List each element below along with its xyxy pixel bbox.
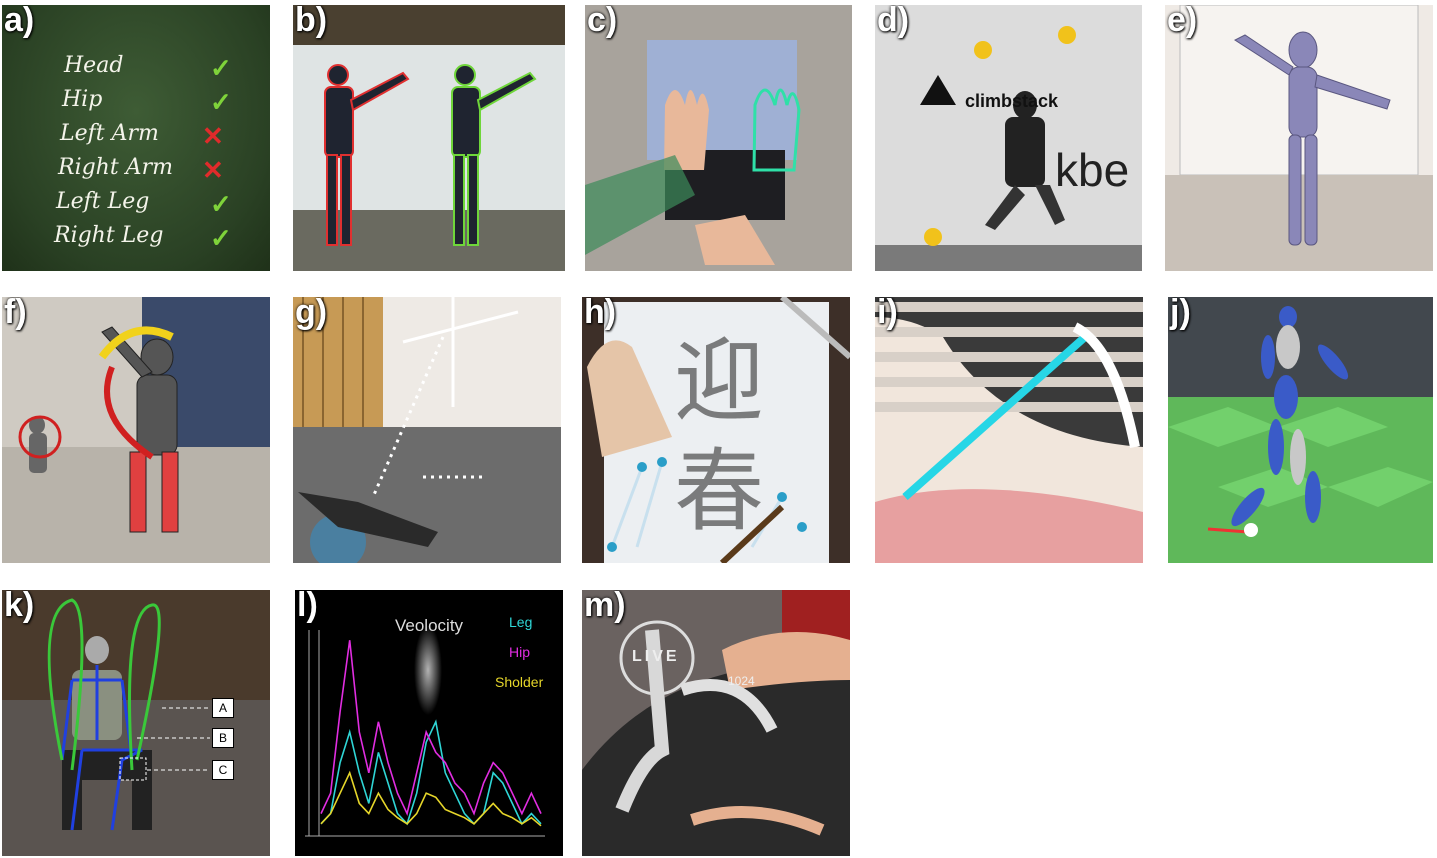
checklist-row: Left Leg ✓ xyxy=(50,189,260,223)
marker-tag-a: A xyxy=(212,698,234,718)
velocity-chart xyxy=(305,625,545,837)
panel-label-b: b) xyxy=(295,5,328,39)
chart-glow xyxy=(414,625,442,715)
hands-scene xyxy=(585,5,852,271)
skeleton-scene xyxy=(1168,297,1433,563)
climbing-scene xyxy=(875,5,1142,271)
checklist-row: Hip ✓ xyxy=(50,87,260,121)
marker-tag-c: C xyxy=(212,760,234,780)
marker-tag-b: B xyxy=(212,728,234,748)
body-part-label: Hip xyxy=(62,87,103,112)
checklist-row: Right Leg ✓ xyxy=(50,223,260,257)
panel-e-mannequin-pose: e) xyxy=(1165,5,1433,271)
wall-brand-text: kbe xyxy=(1055,144,1130,196)
panel-label-j: j) xyxy=(1170,297,1191,331)
squat-scene xyxy=(2,590,270,856)
panel-g-exercise-projection: g) xyxy=(293,297,561,563)
check-icon: ✓ xyxy=(210,189,232,219)
panel-label-a: a) xyxy=(4,5,35,39)
panel-label-l: l) xyxy=(297,590,318,624)
mannequin-scene xyxy=(1165,5,1433,271)
panel-label-m: m) xyxy=(584,590,626,624)
panel-l-velocity-chart: Veolocity Leg Hip Sholder l) xyxy=(295,590,563,856)
panel-label-c: c) xyxy=(587,5,618,39)
knee-scene xyxy=(582,590,850,856)
panel-c-hand-tracking: c) xyxy=(585,5,852,271)
tracking-scene xyxy=(293,5,565,271)
legend-shoulder: Sholder xyxy=(495,674,544,690)
person-outline-green xyxy=(451,64,537,246)
chart-title: Veolocity xyxy=(395,616,464,635)
panel-i-bone-visualization: i) xyxy=(875,297,1143,563)
angle-counter: 1024 xyxy=(728,674,755,688)
checklist-row: Right Arm ✕ xyxy=(50,155,260,189)
body-part-label: Head xyxy=(64,53,124,78)
panel-h-calligraphy: 迎 春 h) xyxy=(582,297,850,563)
checklist-row: Head ✓ xyxy=(50,53,260,87)
person-outline-red xyxy=(324,64,410,246)
exercise-scene xyxy=(293,297,561,563)
panel-k-squat-analysis: A B C k) xyxy=(2,590,270,856)
panel-label-d: d) xyxy=(877,5,910,39)
series-line-sholder xyxy=(320,770,542,827)
series-line-leg xyxy=(320,719,542,826)
panel-label-e: e) xyxy=(1167,5,1198,39)
check-icon: ✓ xyxy=(210,87,232,117)
legend-hip: Hip xyxy=(509,644,531,660)
live-indicator: LIVE xyxy=(632,648,680,665)
check-icon: ✓ xyxy=(210,223,232,253)
panel-label-k: k) xyxy=(4,590,35,624)
checklist: Head ✓ Hip ✓ Left Arm ✕ Right Arm ✕ Left Leg ✓ Rig… xyxy=(50,53,260,257)
panel-m-knee-ar-overlay: LIVE 1024 m) xyxy=(582,590,850,856)
panel-j-skeleton-model: j) xyxy=(1168,297,1433,563)
body-part-label: Right Leg xyxy=(54,223,164,248)
check-icon: ✓ xyxy=(210,53,232,83)
panel-label-f: f) xyxy=(4,297,27,331)
body-part-label: Left Leg xyxy=(56,189,150,214)
calligraphy-characters: 迎 春 xyxy=(674,329,764,544)
series-line-hip xyxy=(320,640,542,817)
body-part-label: Left Arm xyxy=(60,121,159,146)
panel-b-body-outline-tracking: b) xyxy=(293,5,565,271)
body-part-label: Right Arm xyxy=(58,155,173,180)
chalkboard-background xyxy=(2,5,270,271)
panel-f-avatar-guidance: f) xyxy=(2,297,270,563)
avatar-scene xyxy=(2,297,270,563)
calligraphy-scene xyxy=(582,297,850,563)
panel-label-h: h) xyxy=(584,297,617,331)
panel-label-g: g) xyxy=(295,297,328,331)
cross-icon: ✕ xyxy=(202,155,224,185)
legend-leg: Leg xyxy=(509,614,533,630)
panel-d-climbing-wall: climbstack kbe d) xyxy=(875,5,1142,271)
panel-a-body-part-checklist: a) Head ✓ Hip ✓ Left Arm ✕ Right Arm ✕ Left Leg ✓… xyxy=(2,5,270,271)
checklist-row: Left Arm ✕ xyxy=(50,121,260,155)
cross-icon: ✕ xyxy=(202,121,224,151)
wall-logo-text: climbstack xyxy=(965,91,1059,111)
panel-label-i: i) xyxy=(877,297,898,331)
arm-scene xyxy=(875,297,1143,563)
